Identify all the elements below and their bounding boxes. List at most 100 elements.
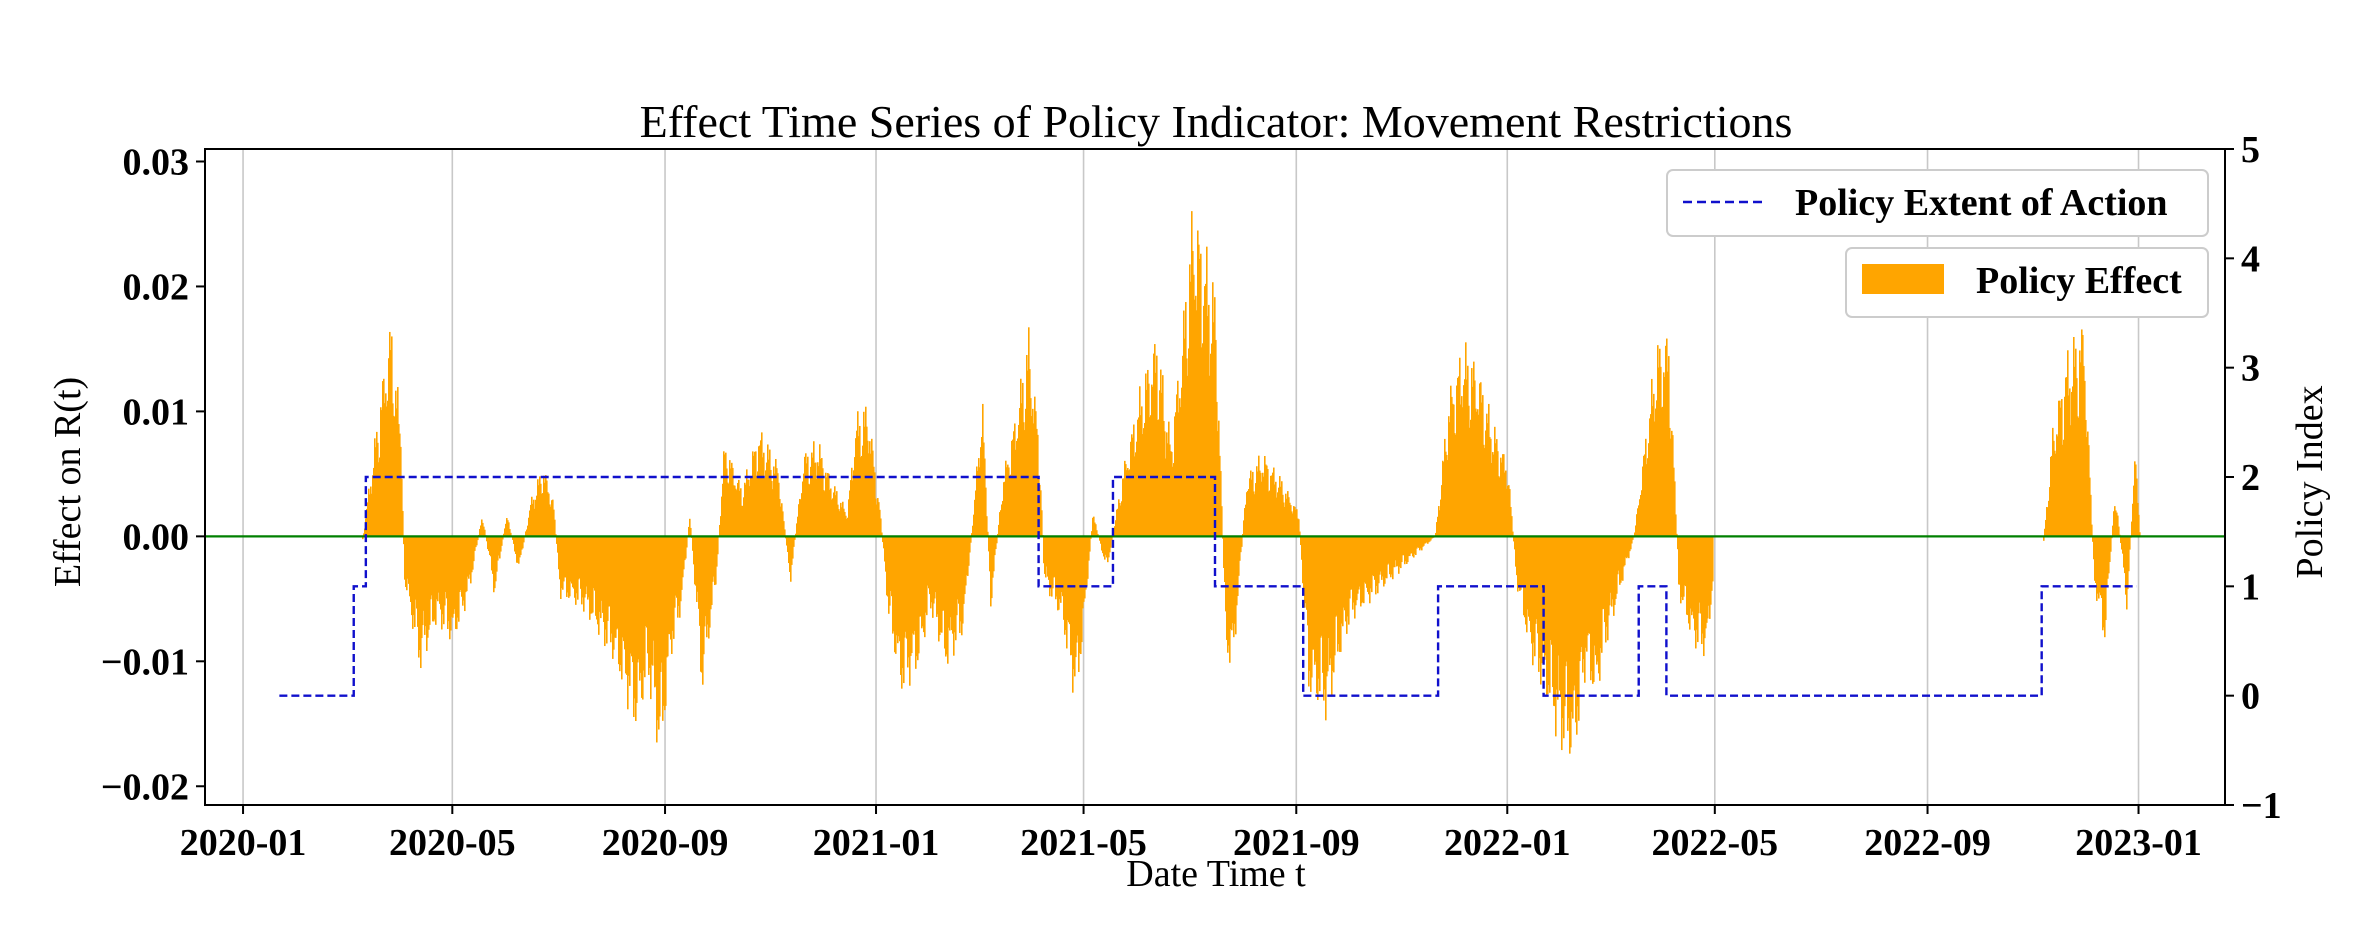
effect-bar <box>1559 536 1561 691</box>
effect-bar <box>1200 253 1202 537</box>
effect-bar <box>404 536 406 580</box>
effect-bar <box>1162 375 1164 537</box>
effect-bar <box>362 536 364 540</box>
effect-bar <box>923 536 925 633</box>
effect-bar <box>1262 472 1264 537</box>
effect-bar <box>929 536 931 595</box>
effect-bar <box>1473 361 1475 537</box>
effect-bar <box>413 536 415 615</box>
effect-bar <box>2117 515 2119 537</box>
effect-bar <box>1256 466 1258 537</box>
effect-bar <box>1705 536 1707 629</box>
effect-bar <box>1106 536 1108 558</box>
effect-bar <box>468 536 470 579</box>
effect-bar <box>1153 353 1155 537</box>
effect-bar <box>471 536 473 573</box>
effect-bar <box>1243 520 1245 537</box>
effect-bar <box>2109 536 2111 562</box>
effect-bar <box>579 536 581 579</box>
effect-bar <box>1018 424 1020 537</box>
effect-bar <box>493 536 495 593</box>
effect-bar <box>1083 536 1085 602</box>
effect-bar <box>1376 536 1378 586</box>
effect-bar <box>1315 536 1317 662</box>
effect-bar <box>1642 466 1644 537</box>
effect-bar <box>1496 439 1498 537</box>
effect-bar <box>384 403 386 537</box>
effect-bar <box>458 536 460 622</box>
effect-bar <box>1487 423 1489 537</box>
effect-bar <box>652 536 654 666</box>
effect-bar <box>886 536 888 596</box>
effect-bar <box>481 519 483 537</box>
effect-bar <box>1116 509 1118 537</box>
effect-bar <box>924 536 926 638</box>
x-axis: 2020-01 2020-05 2020-09 2021-01 2021-05 2021-… <box>180 805 2202 864</box>
effect-bar <box>670 536 672 640</box>
effect-bar <box>1034 396 1036 537</box>
effect-bar <box>1698 536 1700 614</box>
effect-bar <box>709 536 711 628</box>
effect-bar <box>373 467 375 537</box>
effect-bar <box>738 479 740 537</box>
effect-bar <box>1550 536 1552 641</box>
effect-bar <box>1007 464 1009 537</box>
effect-bar <box>1375 536 1377 595</box>
effect-bar <box>1184 338 1186 537</box>
effect-bar <box>1145 373 1147 537</box>
effect-bar <box>694 536 696 585</box>
effect-bar <box>1462 407 1464 537</box>
effect-bar <box>740 488 742 537</box>
effect-bar <box>2060 407 2062 537</box>
effect-bar <box>571 536 573 584</box>
effect-bar <box>1011 440 1013 537</box>
effect-bar <box>1443 462 1445 537</box>
effect-bar <box>1540 536 1542 685</box>
effect-bar <box>1509 489 1511 537</box>
effect-bar <box>435 536 437 625</box>
effect-bar <box>1661 407 1663 537</box>
effect-bar <box>673 536 675 639</box>
effect-bar <box>838 509 840 537</box>
right-tick-label: 1 <box>2241 566 2260 608</box>
effect-bar <box>833 492 835 537</box>
effect-bar <box>1204 286 1206 537</box>
effect-bar <box>748 479 750 537</box>
effect-bar <box>778 482 780 537</box>
effect-bar <box>2125 536 2127 595</box>
effect-bar <box>899 536 901 642</box>
effect-bar <box>1609 536 1611 606</box>
effect-bar <box>1596 536 1598 665</box>
effect-bar <box>2103 536 2105 628</box>
effect-bar <box>915 536 917 669</box>
effect-bar <box>526 529 528 537</box>
effect-bar <box>1424 536 1426 544</box>
effect-bar <box>418 536 420 658</box>
effect-bar <box>721 496 723 537</box>
effect-bar <box>1122 478 1124 537</box>
effect-bar <box>1595 536 1597 656</box>
effect-bar <box>530 504 532 537</box>
effect-bar <box>2123 536 2125 568</box>
effect-bar <box>1456 385 1458 537</box>
effect-bar <box>884 536 886 562</box>
effect-bar <box>745 484 747 537</box>
effect-bar <box>2066 377 2068 537</box>
effect-bar <box>1474 380 1476 537</box>
effect-bar <box>2137 502 2139 537</box>
effect-bar <box>1541 536 1543 664</box>
effect-bar <box>1101 536 1103 551</box>
effect-bar <box>548 493 550 537</box>
effect-bar <box>465 536 467 593</box>
effect-bar <box>562 536 564 590</box>
effect-bar <box>856 430 858 537</box>
effect-bar <box>1695 536 1697 649</box>
effect-bar <box>1678 536 1680 585</box>
effect-bar <box>591 536 593 614</box>
effect-bar <box>1309 536 1311 671</box>
effect-bar <box>1488 403 1490 537</box>
effect-bar <box>831 499 833 537</box>
effect-bar <box>1010 474 1012 537</box>
legend-label-policy-extent: Policy Extent of Action <box>1795 182 2168 224</box>
x-tick-label: 2022-01 <box>1444 822 1571 864</box>
